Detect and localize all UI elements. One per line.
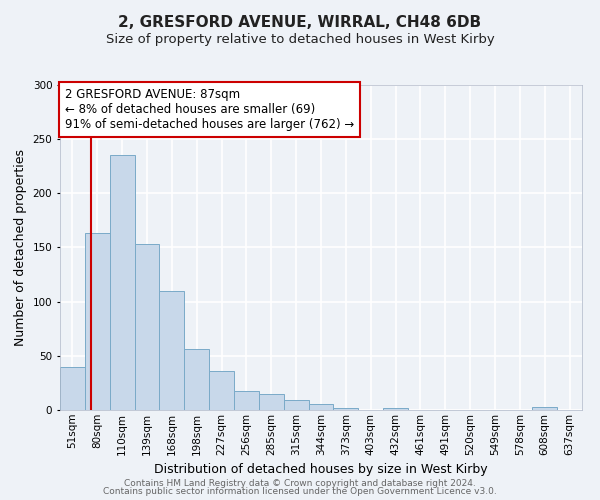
Bar	[234, 390, 259, 410]
Bar	[383, 408, 408, 410]
Bar	[160, 291, 184, 410]
Bar	[85, 234, 110, 410]
Text: Contains HM Land Registry data © Crown copyright and database right 2024.: Contains HM Land Registry data © Crown c…	[124, 478, 476, 488]
Bar	[259, 394, 284, 410]
Bar	[209, 371, 234, 410]
Bar	[532, 407, 557, 410]
Bar	[110, 156, 134, 410]
Bar	[60, 366, 85, 410]
Bar	[134, 244, 160, 410]
Text: 2, GRESFORD AVENUE, WIRRAL, CH48 6DB: 2, GRESFORD AVENUE, WIRRAL, CH48 6DB	[118, 15, 482, 30]
Bar	[308, 404, 334, 410]
Y-axis label: Number of detached properties: Number of detached properties	[14, 149, 27, 346]
Bar	[334, 408, 358, 410]
Text: Size of property relative to detached houses in West Kirby: Size of property relative to detached ho…	[106, 32, 494, 46]
Text: 2 GRESFORD AVENUE: 87sqm
← 8% of detached houses are smaller (69)
91% of semi-de: 2 GRESFORD AVENUE: 87sqm ← 8% of detache…	[65, 88, 355, 131]
Text: Contains public sector information licensed under the Open Government Licence v3: Contains public sector information licen…	[103, 487, 497, 496]
Bar	[284, 400, 308, 410]
X-axis label: Distribution of detached houses by size in West Kirby: Distribution of detached houses by size …	[154, 463, 488, 476]
Bar	[184, 350, 209, 410]
